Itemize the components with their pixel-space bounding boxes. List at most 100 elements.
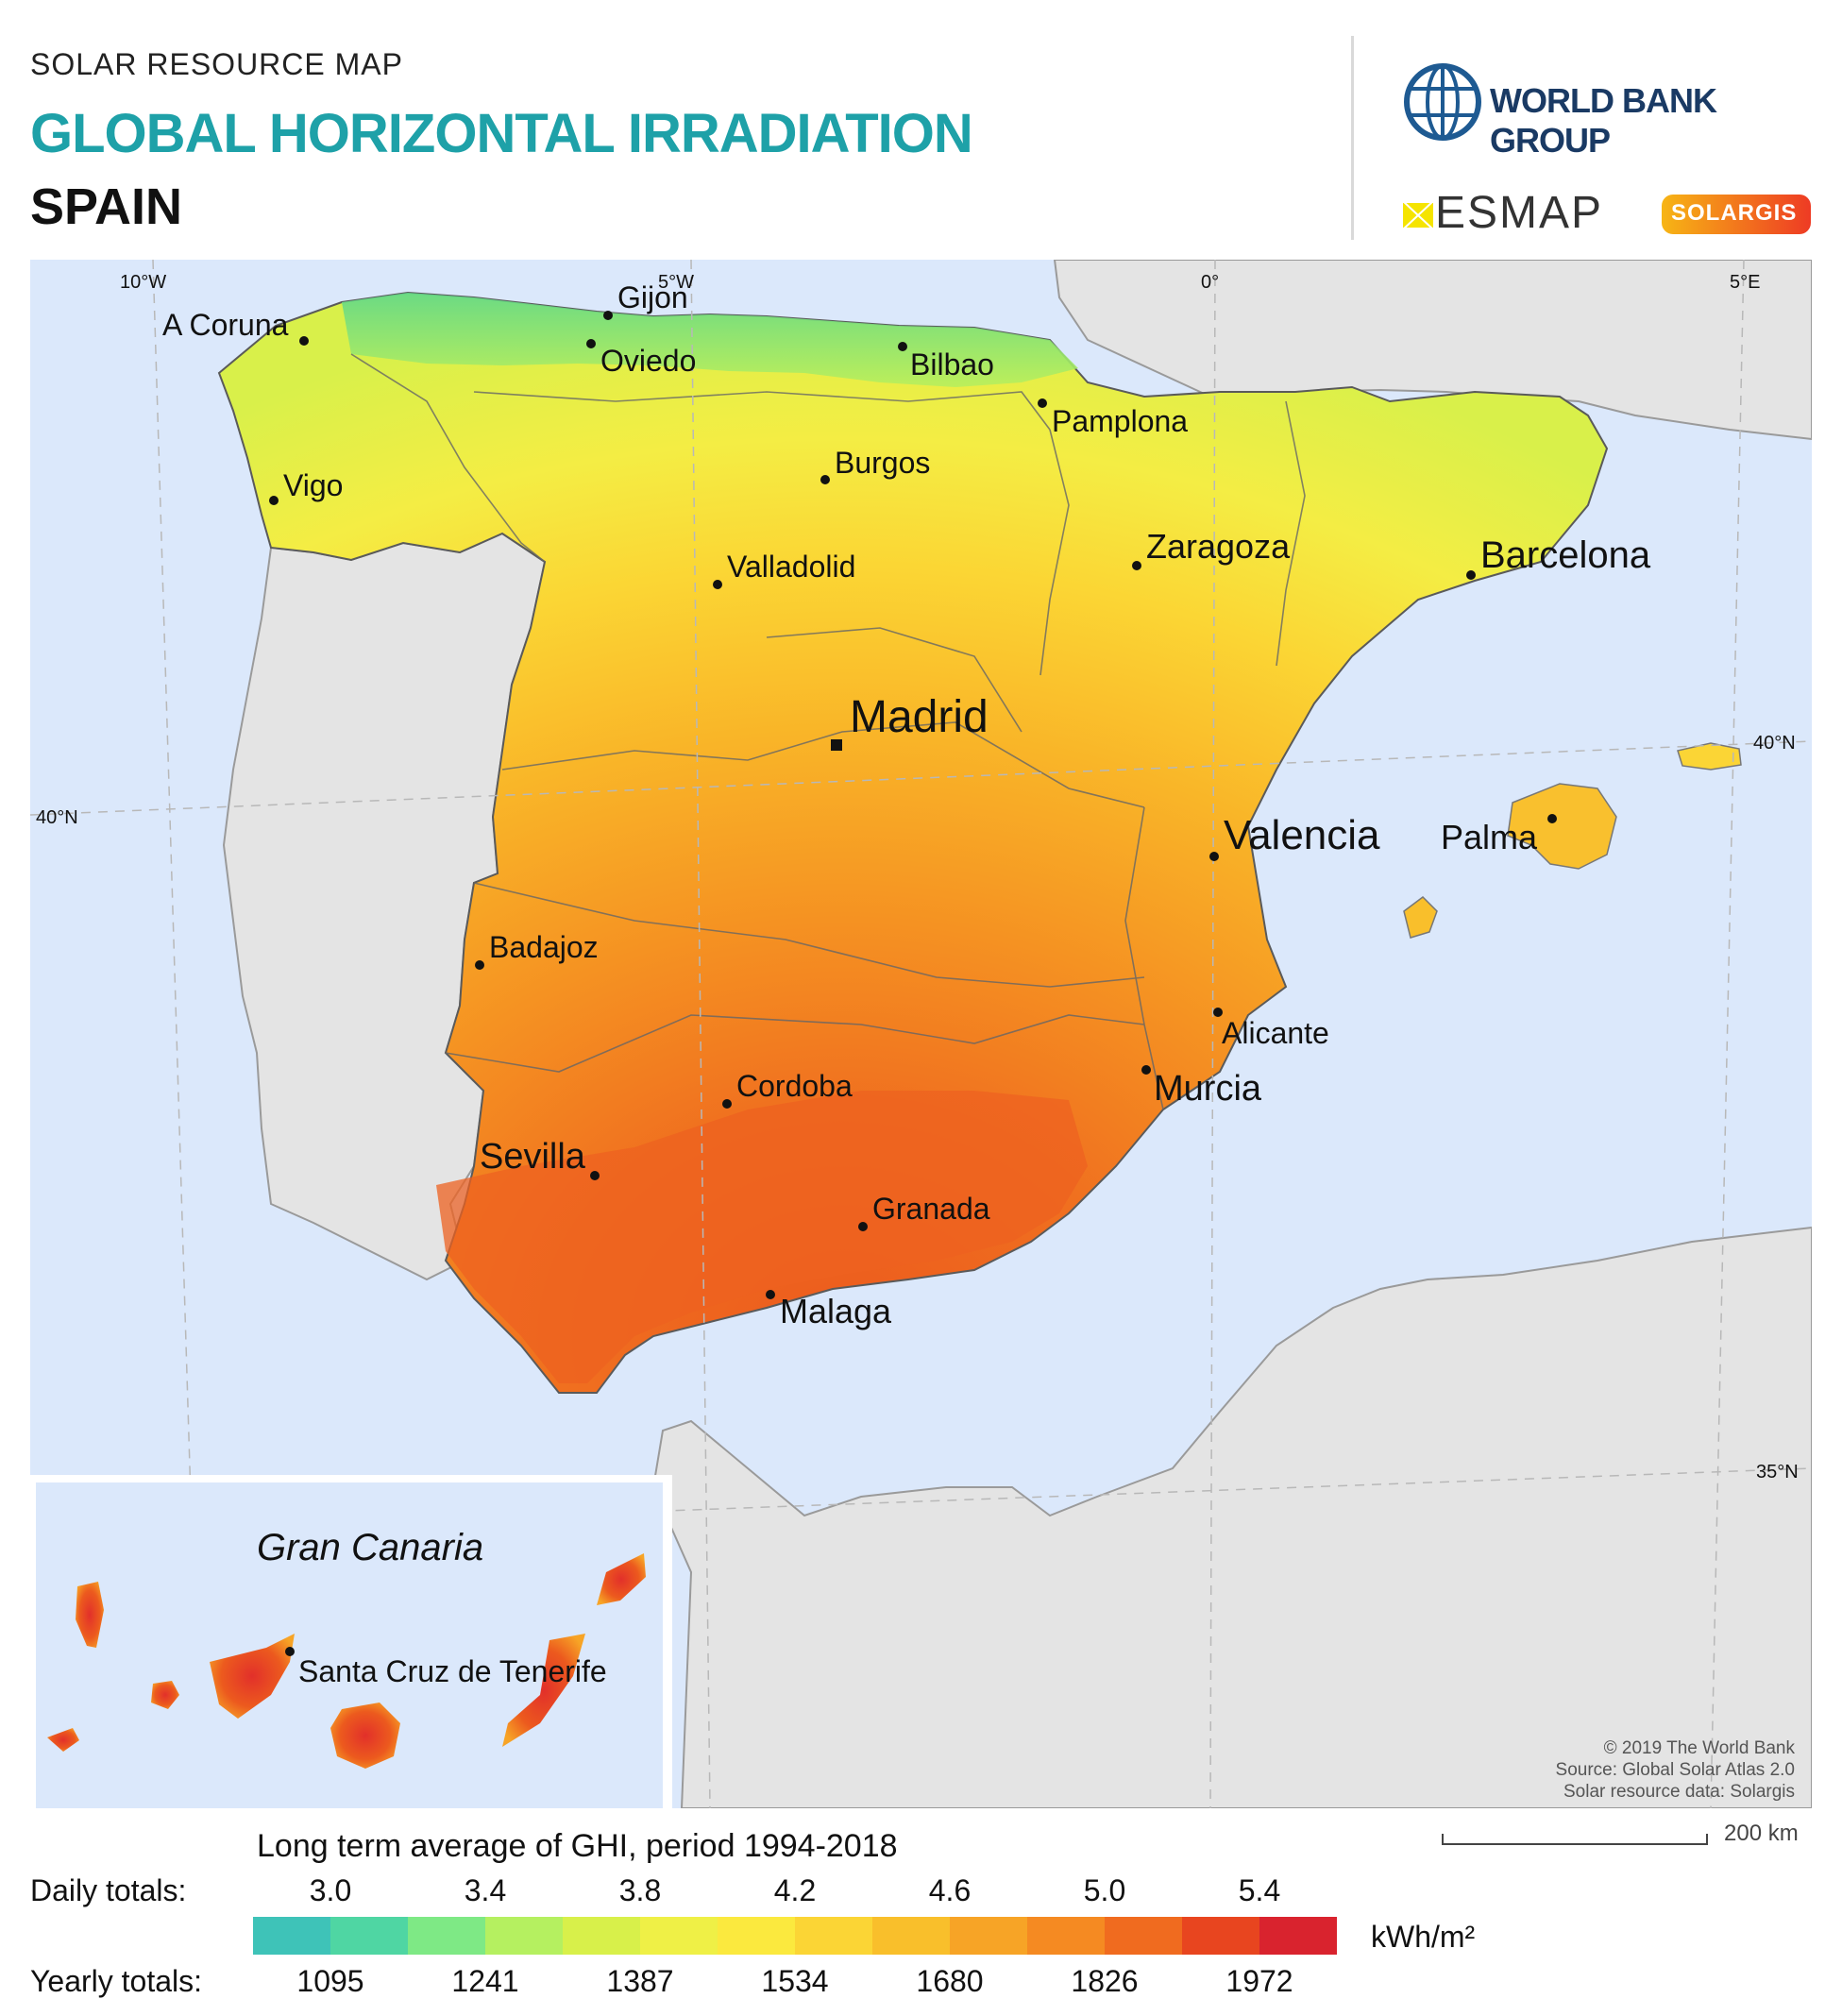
city-valladolid: Valladolid — [727, 550, 855, 584]
gijon-dot — [603, 311, 613, 320]
legend-daily-tick: 3.0 — [309, 1873, 352, 1907]
legend-swatch — [1182, 1917, 1260, 1955]
city-santa-cruz: Santa Cruz de Tenerife — [298, 1654, 607, 1688]
legend-swatch — [1105, 1917, 1183, 1955]
ibiza-island — [1403, 896, 1438, 939]
legend-yearly-tick: 1095 — [296, 1964, 364, 1998]
credit-copyright: © 2019 The World Bank — [1603, 1738, 1795, 1758]
legend-daily-tick: 4.6 — [928, 1873, 972, 1907]
badajoz-dot — [475, 960, 484, 970]
legend-swatch — [640, 1917, 718, 1955]
city-badajoz: Badajoz — [489, 930, 599, 964]
lat-40n-right-label: 40°N — [1753, 733, 1796, 754]
lanzarote-island — [597, 1553, 646, 1605]
lon-10w-label: 10°W — [120, 272, 166, 293]
tenerife-island — [210, 1634, 295, 1719]
legend-daily-tick: 5.0 — [1083, 1873, 1126, 1907]
fuerteventura-island — [502, 1634, 585, 1747]
world-bank-logo-text: WORLD BANK GROUP — [1490, 81, 1717, 160]
map-title: GLOBAL HORIZONTAL IRRADIATION — [30, 103, 973, 164]
credit-data: Solar resource data: Solargis — [1563, 1782, 1795, 1802]
legend-unit: kWh/m² — [1371, 1920, 1476, 1954]
esmap-logo-text: ESMAP — [1435, 188, 1604, 238]
city-gijon: Gijon — [617, 280, 688, 314]
esmap-sun-icon — [1403, 200, 1434, 230]
northern-coast-band — [342, 293, 1078, 387]
bilbao-dot — [898, 342, 907, 351]
region-borders — [350, 353, 1306, 1110]
burgos-dot — [820, 475, 830, 484]
legend-swatch — [563, 1917, 641, 1955]
a-coruna-dot — [299, 336, 309, 346]
city-sevilla: Sevilla — [480, 1137, 586, 1177]
city-valencia: Valencia — [1224, 812, 1380, 858]
legend-yearly-tick: 1826 — [1071, 1964, 1139, 1998]
inset-title: Gran Canaria — [257, 1527, 483, 1568]
valencia-dot — [1209, 852, 1219, 861]
gran-canaria-island — [330, 1703, 400, 1769]
city-oviedo: Oviedo — [600, 344, 696, 378]
city-bilbao: Bilbao — [910, 347, 994, 381]
legend-swatch — [1259, 1917, 1337, 1955]
legend-daily-tick: 3.8 — [618, 1873, 662, 1907]
city-alicante: Alicante — [1222, 1016, 1329, 1050]
africa-land — [651, 1226, 1812, 1808]
lon-5w-label: 5°W — [658, 272, 694, 293]
legend-daily-tick: 5.4 — [1238, 1873, 1281, 1907]
city-vigo: Vigo — [283, 468, 343, 502]
canary-islands-inset: Gran Canaria Santa Cruz de Tenerife — [30, 1475, 672, 1808]
madrid-capital-marker — [831, 739, 842, 751]
palma-dot — [1547, 814, 1557, 823]
murcia-dot — [1141, 1065, 1151, 1075]
credit-source: Source: Global Solar Atlas 2.0 — [1555, 1760, 1795, 1780]
lon-0-label: 0° — [1201, 272, 1219, 293]
legend-swatch — [1027, 1917, 1106, 1955]
city-burgos: Burgos — [835, 446, 930, 480]
menorca-island — [1677, 742, 1742, 771]
legend-caption: Long term average of GHI, period 1994-20… — [257, 1828, 898, 1864]
legend-daily-tick: 4.2 — [773, 1873, 817, 1907]
oviedo-dot — [586, 339, 596, 348]
map-credits: © 2019 The World Bank Source: Global Sol… — [1556, 1737, 1795, 1803]
sevilla-dot — [590, 1171, 600, 1180]
andalusia-hot-zone — [436, 1091, 1088, 1383]
cordoba-dot — [722, 1099, 732, 1109]
city-malaga: Malaga — [780, 1292, 892, 1330]
legend-color-bar — [253, 1917, 1337, 1955]
city-zaragoza: Zaragoza — [1146, 527, 1291, 566]
barcelona-dot — [1466, 570, 1476, 580]
city-palma: Palma — [1441, 818, 1538, 856]
legend-daily-label: Daily totals: — [30, 1873, 187, 1907]
malaga-dot — [766, 1290, 775, 1299]
pamplona-dot — [1038, 398, 1047, 408]
solargis-logo — [1662, 195, 1811, 234]
city-a-coruna: A Coruna — [162, 308, 289, 342]
valladolid-dot — [713, 580, 722, 589]
legend-swatch — [950, 1917, 1028, 1955]
city-murcia: Murcia — [1154, 1069, 1262, 1109]
scale-bar-label: 200 km — [1724, 1821, 1799, 1846]
solargis-logo-text: SOLARGIS — [1671, 200, 1798, 226]
la-palma-island — [76, 1582, 104, 1648]
santa-cruz-dot — [285, 1647, 295, 1656]
zaragoza-dot — [1132, 561, 1141, 570]
legend-swatch — [253, 1917, 331, 1955]
lat-35n-label: 35°N — [1756, 1462, 1799, 1482]
ghi-map: 10°W 5°W 0° 5°E 40°N 40°N 35°N A Coruna … — [30, 260, 1812, 1808]
city-pamplona: Pamplona — [1052, 404, 1188, 438]
city-madrid: Madrid — [850, 692, 989, 742]
legend-swatch — [872, 1917, 951, 1955]
legend-swatch — [795, 1917, 873, 1955]
legend-swatch — [408, 1917, 486, 1955]
country-name: SPAIN — [30, 178, 183, 235]
lat-40n-left-label: 40°N — [36, 807, 78, 828]
alicante-dot — [1213, 1008, 1223, 1017]
legend-yearly-tick: 1387 — [606, 1964, 674, 1998]
legend-yearly-label: Yearly totals: — [30, 1964, 203, 1998]
la-gomera-island — [151, 1681, 179, 1709]
legend-swatch — [485, 1917, 564, 1955]
legend-swatch — [718, 1917, 796, 1955]
city-markers: A Coruna Gijon Oviedo Bilbao Pamplona Bu… — [162, 280, 1651, 1330]
vigo-dot — [269, 496, 279, 505]
legend-daily-tick: 3.4 — [464, 1873, 507, 1907]
